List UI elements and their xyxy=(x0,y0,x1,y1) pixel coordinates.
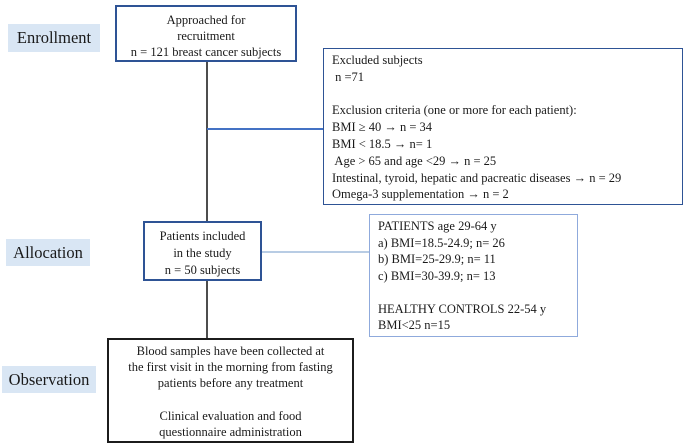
text-line: PATIENTS age 29-64 y xyxy=(378,219,497,233)
box-observation-blood-samples: Blood samples have been collected at the… xyxy=(107,338,354,443)
text-line: recruitment xyxy=(177,29,235,43)
text-line: Exclusion criteria (one or more for each… xyxy=(332,103,577,118)
text-line: Age > 65 and age <29 → n = 25 xyxy=(332,153,497,168)
connector-horizontal-to-groups-box xyxy=(262,251,369,253)
text-line: Clinical evaluation and food xyxy=(159,408,302,423)
text-line: Approached for xyxy=(166,13,246,27)
text-line: BMI<25 n=15 xyxy=(378,318,451,332)
stage-label-observation: Observation xyxy=(2,366,96,393)
text-line xyxy=(378,284,573,301)
text-line: BMI ≥ 40 → n = 34 xyxy=(332,120,433,135)
stage-label-allocation: Allocation xyxy=(6,239,90,266)
text-line: the first visit in the morning from fast… xyxy=(128,360,333,375)
stage-label-enrollment: Enrollment xyxy=(8,24,100,52)
text-line: n = 121 breast cancer subjects xyxy=(130,45,282,59)
text-line xyxy=(109,392,352,408)
text-line: Excluded subjects xyxy=(332,53,423,67)
text-line: a) BMI=18.5-24.9; n= 26 xyxy=(378,235,505,250)
text-line: Omega-3 supplementation → n = 2 xyxy=(332,187,509,202)
text-line: Intestinal, tyroid, hepatic and pacreati… xyxy=(332,170,622,185)
text-line: patients before any treatment xyxy=(157,376,304,391)
box-patient-groups: PATIENTS age 29-64 y a) BMI=18.5-24.9; n… xyxy=(369,214,578,337)
text-line: Blood samples have been collected at xyxy=(136,344,325,358)
box-approached-for-recruitment: Approached for recruitment n = 121 breas… xyxy=(115,5,297,62)
text-line: Patients included xyxy=(159,229,246,243)
connector-vertical-allocation-to-observation xyxy=(206,281,208,338)
text-line xyxy=(332,86,678,103)
text-line: c) BMI=30-39.9; n= 13 xyxy=(378,268,496,283)
text-line: n =71 xyxy=(332,69,365,84)
text-line: questionnaire administration xyxy=(159,425,302,439)
text-line: b) BMI=25-29.9; n= 11 xyxy=(378,252,496,266)
box-excluded-subjects: Excluded subjects n =71 Exclusion criter… xyxy=(323,48,683,205)
text-line: n = 50 subjects xyxy=(164,263,241,277)
text-line: in the study xyxy=(173,246,232,260)
connector-vertical-enrollment-to-allocation xyxy=(206,62,208,221)
text-line: HEALTHY CONTROLS 22-54 y xyxy=(378,301,547,316)
box-patients-included: Patients included in the study n = 50 su… xyxy=(143,221,262,281)
connector-horizontal-to-excluded-box xyxy=(207,128,323,130)
text-line: BMI < 18.5 → n= 1 xyxy=(332,136,433,151)
